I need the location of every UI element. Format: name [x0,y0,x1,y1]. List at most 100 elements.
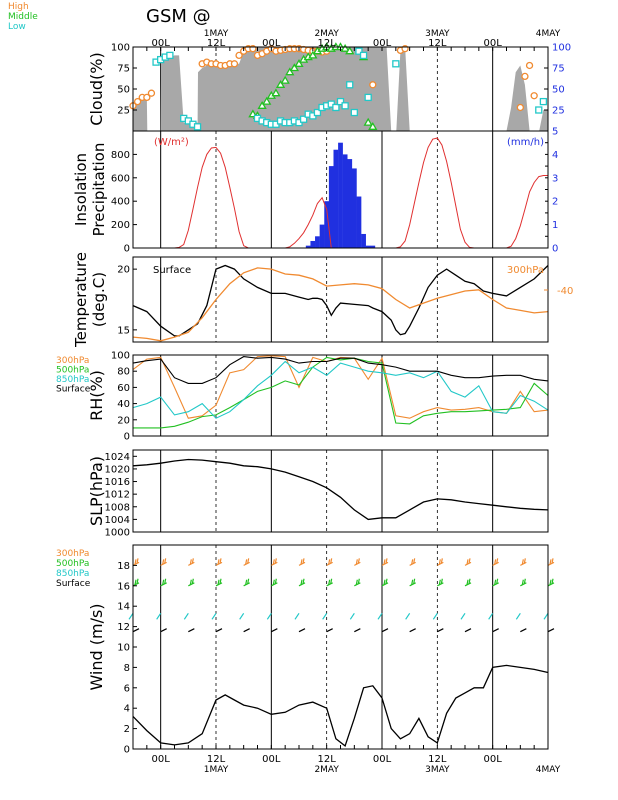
precip-bar [315,236,320,248]
wind-barb [464,582,472,587]
hour-label-top: 00L [262,38,281,49]
wind-barb-flag [219,578,222,584]
cloud-point-middle [368,122,378,130]
wind-barb [271,561,278,566]
hour-label-bottom: 00L [262,754,281,765]
cloud-point-low [355,47,363,55]
wind-barb [243,561,250,566]
cloud-point-middle [271,88,281,97]
cloud-point-high [521,72,529,81]
y-tick-label: 1008 [105,502,130,513]
rh-line-500hpa [133,356,549,429]
wind-barb [520,561,527,566]
cloud-point-low [535,106,543,114]
cloud-point-middle [363,117,373,126]
wind-barb-flag [245,559,248,565]
cloud-point-high [143,93,151,102]
y-tick-label: 1024 [105,452,130,463]
wind-barb-flag [466,579,469,585]
date-label-bottom: 4MAY [536,765,561,775]
date-label-bottom: 1MAY [204,765,229,775]
hour-label-top: 00L [373,38,392,49]
wind-barb [211,613,217,620]
wind-barb-flag [302,558,305,564]
cloud-point-low [392,60,400,68]
cloud-legend-entry: High [8,2,29,12]
page-title: GSM @ [146,6,211,27]
wind-barb-flag [274,558,277,564]
hour-label-bottom: 12L [207,754,226,765]
y-tick-label: 40 [117,399,130,410]
wind-barb-flag [164,558,167,564]
wind-barb [294,613,300,620]
wind-barb-flag [357,558,360,564]
y-tick-label: 60 [117,383,130,394]
cloud-point-middle [294,59,304,67]
wind-barb [354,561,361,566]
precip-bar [347,159,353,248]
y-tick-label: 800 [111,150,130,161]
date-label-top: 3MAY [425,29,450,39]
cloud-point-middle [285,67,295,76]
cloud-point-high [230,60,239,68]
cloud-point-low [313,108,322,117]
wind-barb [354,628,361,633]
wind-barb-flag [191,578,194,584]
hour-label-top: 12L [428,38,447,49]
wind-barb [128,613,134,620]
wind-barb-flag [164,578,167,584]
wind-barb-flag [247,578,250,584]
wind-barb [188,628,195,633]
wind-barb-flag [413,558,416,564]
wind-barb-flag [136,558,139,564]
wind-barb [271,582,278,587]
hour-label-bottom: 00L [152,754,171,765]
precip-bar [324,201,330,248]
wind-barb-flag [438,579,441,585]
y-tick-label: 1012 [105,490,130,501]
y-tick-label: 14 [117,602,130,613]
wind-barb [215,628,223,633]
cloud-point-high [147,89,156,97]
wind-barb-flag [272,579,275,585]
wind-barb-flag [245,579,248,585]
wind-line-surface [132,664,549,747]
cloud-point-high [133,97,142,106]
wind-barb [298,561,306,566]
wind-barb [492,561,499,566]
wind-barb [520,628,527,633]
wind-barb-flag [134,579,137,585]
hour-label-top: 12L [207,38,226,49]
precip-bar [333,149,339,248]
temperature-surface-label: Surface [153,265,191,276]
wind-barb-flag [162,559,165,565]
y-tick-label: 100 [111,43,130,54]
wind-barb [381,628,389,633]
cloud-point-middle [262,96,272,105]
wind-barb [239,613,245,620]
cloud-point-middle [289,63,300,72]
wind-legend-entry: Surface [56,579,91,589]
y-tick-label-right: 5 [552,127,558,138]
y-tick-label: 80 [117,367,130,378]
rh-line-850hpa [132,360,549,419]
y-tick-label: 1020 [105,464,130,475]
panel-frame-temperature [132,256,549,343]
y-tick-label-right: 100 [552,43,571,54]
y-tick-label: 6 [124,683,130,694]
wind-barb-flag [440,578,443,584]
y-tick-label: 1004 [105,515,130,526]
precip-bar [310,240,316,248]
precip-bar [365,245,371,248]
wind-barb-flag [521,579,524,585]
y-axis-label: SLP(hPa) [87,456,106,526]
wind-barb-flag [549,559,552,565]
y-tick-label: 15 [117,325,130,336]
wind-barb [183,613,189,620]
rh-line-300hpa [132,355,549,419]
wind-barb [381,582,389,587]
panel-frame-rh [132,354,549,437]
wind-barb [298,582,306,587]
cloud-point-middle [345,46,355,55]
